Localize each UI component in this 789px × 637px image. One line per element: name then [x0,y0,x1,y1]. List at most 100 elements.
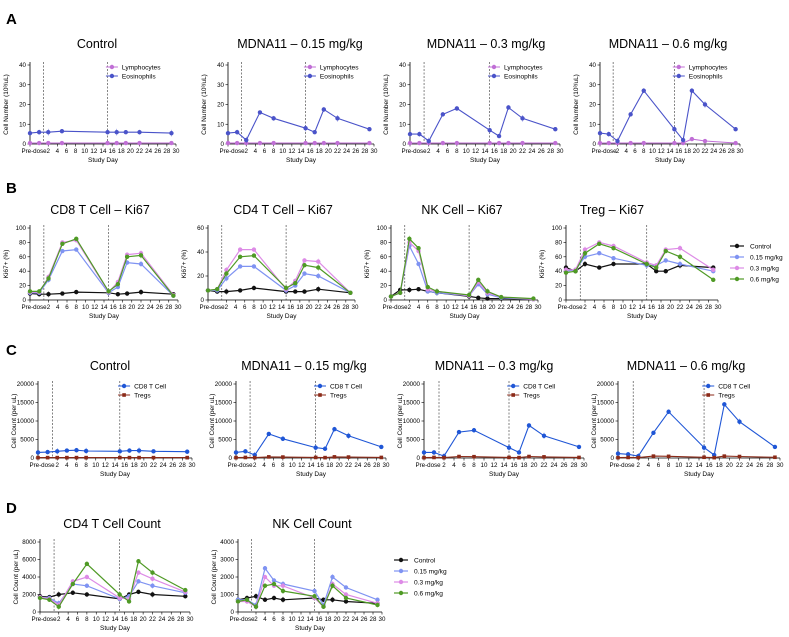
x-tick-label: 24 [686,304,693,311]
x-tick-label: 14 [112,616,119,623]
y-tick-label: 20 [217,102,224,109]
y-tick-label: 20 [19,283,26,290]
data-point [636,455,641,460]
data-point [313,455,318,460]
data-point [36,129,42,135]
y-tick-label: 10 [19,121,26,128]
x-tick-label: 6 [243,304,247,311]
series-line [39,571,186,606]
legend-marker [317,383,323,389]
chart-title: MDNA11 – 0.3 mg/kg [427,37,546,51]
data-point [472,454,476,459]
legend-marker [491,73,497,79]
data-point [224,271,229,276]
data-point [476,295,481,301]
data-point [651,430,656,436]
x-tick-label: 22 [150,462,157,469]
x-tick-label: 6 [76,616,80,623]
data-point [476,277,481,283]
data-point [235,599,241,604]
x-tick-label: 16 [675,148,682,155]
series-line [423,455,580,459]
x-tick-label: 16 [307,148,314,155]
data-point [677,261,683,267]
data-point [151,449,156,454]
legend-label: 0.6 mg/kg [750,276,779,283]
legend-label: Lymphocytes [504,64,543,71]
chart-title: Control [77,37,117,51]
data-point [262,566,268,571]
x-tick-label: Pre-dose [29,462,55,469]
x-tick-label: 20 [336,462,343,469]
data-point [611,261,616,267]
data-point [171,293,176,298]
chart-13: CD4 T Cell Count 0 2000 4000 6000 8000 Pre-dos… [13,517,194,632]
data-point [367,140,372,146]
data-point [127,448,132,453]
x-axis-label: Study Day [295,625,326,632]
x-tick-label: 16 [491,148,498,155]
x-tick-label: 26 [696,304,703,311]
x-tick-label: 12 [452,304,459,311]
x-tick-label: 26 [352,148,359,155]
data-point [123,129,129,135]
x-tick-label: 24 [352,616,359,623]
data-point [271,595,277,601]
series-eosinophils [225,106,372,144]
x-tick-label: 12 [629,304,636,311]
x-axis-label: Study Day [296,471,327,478]
data-point [65,455,69,460]
data-point [59,128,65,134]
chart-11: MDNA11 – 0.3 mg/kg 0 5000 10000 15000 20000 Pr… [397,359,588,478]
x-tick-label: 20 [510,148,517,155]
y-axis-label: Ki67+ (%) [539,250,546,279]
y-tick-label: 0 [201,297,205,304]
x-axis-label: Study Day [627,313,658,320]
x-axis-label: Study Day [470,157,501,164]
y-axis-label: Ki67+ (%) [364,250,371,279]
data-point [136,559,141,564]
x-tick-label: 24 [551,462,558,469]
data-point [506,105,511,110]
x-tick-label: 26 [719,148,726,155]
y-axis-label: Ki67+ (%) [3,250,10,279]
series-cd8-t-cell [35,447,190,455]
legend-marker [706,393,711,397]
data-point [117,592,122,597]
data-point [55,449,60,454]
x-tick-label: 8 [272,148,276,155]
x-tick-label: 26 [169,462,176,469]
x-tick-label: 12 [90,148,97,155]
x-tick-label: 20 [140,462,147,469]
data-point [417,140,422,146]
x-tick-label: 2 [253,462,257,469]
x-tick-label: 14 [308,462,315,469]
legend-marker [307,64,313,70]
data-point [293,281,298,286]
series-line [424,424,580,457]
data-point [712,455,716,460]
y-tick-label: 15000 [403,400,421,407]
x-tick-label: 4 [234,304,238,311]
x-tick-label: 6 [633,148,637,155]
data-point [457,454,461,459]
data-point [37,289,42,294]
data-point [677,245,683,251]
data-point [422,455,426,460]
data-point [487,127,492,133]
x-tick-label: 6 [65,148,69,155]
x-tick-label: 16 [317,462,324,469]
y-tick-label: 0 [403,141,407,148]
y-tick-label: 15000 [597,400,615,407]
data-point [330,574,335,580]
data-point [244,597,250,602]
data-point [169,140,174,146]
x-tick-label: 2 [57,616,61,623]
x-tick-label: 8 [472,462,476,469]
data-point [677,254,683,259]
data-point [346,433,351,438]
series-line [39,580,186,605]
x-tick-label: 28 [179,462,186,469]
x-tick-label: Pre-dose [21,148,47,155]
